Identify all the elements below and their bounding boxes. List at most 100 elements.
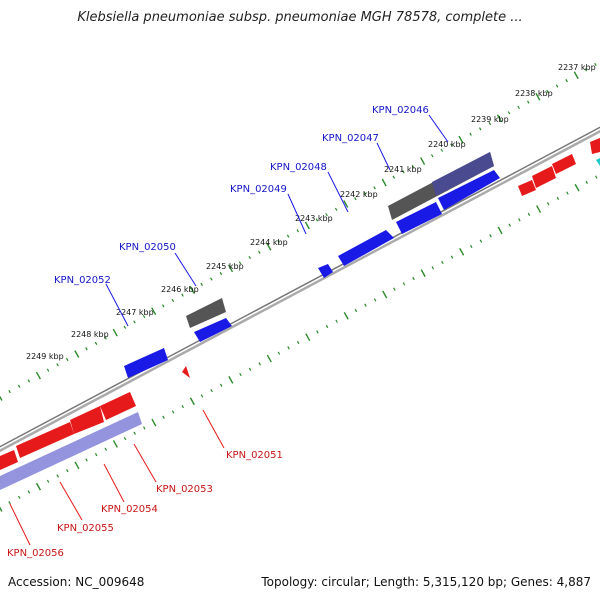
gene-KPN_02046-selected[interactable] xyxy=(432,152,494,196)
tick-mark xyxy=(316,330,319,334)
tick-label: 2249 kbp xyxy=(26,352,64,361)
tick-mark xyxy=(594,62,597,67)
gene-KPN_02052-arrow[interactable] xyxy=(124,348,168,378)
gene-label-KPN_02049[interactable]: KPN_02049 xyxy=(230,184,287,195)
tick-mark xyxy=(277,239,280,244)
backbone-line-inner xyxy=(0,129,600,453)
tick-mark xyxy=(373,298,377,302)
tick-mark xyxy=(393,287,396,291)
gene-reverse-arrow-right[interactable] xyxy=(532,166,556,188)
tick-mark xyxy=(343,311,349,320)
tick-label: 2241 kbp xyxy=(384,165,422,174)
tick-mark xyxy=(46,368,50,372)
tick-mark xyxy=(526,100,530,104)
tick-mark xyxy=(56,474,59,478)
gene-KPN_02049-arrow[interactable] xyxy=(318,264,333,278)
tick-label: 2248 kbp xyxy=(71,330,109,339)
tick-mark xyxy=(535,92,541,101)
gene-KPN_02056-arrow[interactable] xyxy=(0,450,18,470)
gene-label-KPN_02056[interactable]: KPN_02056 xyxy=(7,548,64,559)
tick-mark xyxy=(450,143,453,147)
tick-mark xyxy=(74,350,80,358)
gene-label-KPN_02053[interactable]: KPN_02053 xyxy=(156,484,213,495)
tick-mark xyxy=(74,461,80,470)
gene-KPN_02054-arrow[interactable] xyxy=(70,406,104,434)
tick-mark xyxy=(546,89,549,93)
accession-text: Accession: NC_009648 xyxy=(8,575,145,589)
tick-mark xyxy=(595,175,598,179)
tick-mark xyxy=(392,175,396,179)
gene-reverse-arrow-right[interactable] xyxy=(518,180,536,196)
tick-mark xyxy=(585,180,588,184)
tick-mark xyxy=(584,68,588,72)
tick-mark xyxy=(181,404,184,409)
tick-mark xyxy=(66,469,69,473)
gene-selected-band[interactable] xyxy=(0,412,142,490)
tick-mark xyxy=(151,418,157,427)
gene-reverse-arrow-right[interactable] xyxy=(552,154,576,174)
tick-mark xyxy=(296,340,300,345)
tick-mark xyxy=(373,186,376,190)
tick-mark xyxy=(181,293,184,297)
tick-mark xyxy=(277,351,281,355)
forward-gene-labels: KPN_02046 KPN_02047 KPN_02048 KPN_02049 … xyxy=(54,105,429,286)
tick-mark xyxy=(162,304,165,308)
tick-mark xyxy=(85,458,88,462)
gene-KPN_02046-arrow[interactable] xyxy=(438,170,500,210)
tick-mark xyxy=(517,105,520,110)
tick-mark xyxy=(489,234,492,238)
tick-mark xyxy=(458,135,464,144)
tick-mark xyxy=(470,244,473,249)
gene-hypothetical-gray[interactable] xyxy=(186,298,226,328)
tick-mark xyxy=(94,341,98,345)
gene-label-KPN_02046[interactable]: KPN_02046 xyxy=(372,105,429,116)
tick-mark xyxy=(382,290,388,299)
gene-reverse-edge[interactable] xyxy=(590,138,600,154)
tick-label: 2242 kbp xyxy=(340,190,378,199)
tick-mark xyxy=(171,298,175,303)
gene-label-KPN_02048[interactable]: KPN_02048 xyxy=(270,162,327,173)
tick-mark xyxy=(536,205,542,213)
gene-label-KPN_02055[interactable]: KPN_02055 xyxy=(57,523,114,534)
tick-mark xyxy=(296,229,299,233)
tick-mark xyxy=(420,269,426,277)
tick-mark xyxy=(478,127,482,131)
reverse-label-leaders xyxy=(9,409,225,546)
tick-mark xyxy=(162,415,165,419)
gene-KPN_02048-arrow[interactable] xyxy=(338,230,394,266)
tick-mark xyxy=(402,282,406,286)
tick-label: 2246 kbp xyxy=(161,285,199,294)
tick-mark xyxy=(112,328,118,337)
tick-mark xyxy=(441,260,444,265)
gene-KPN_02053-arrow[interactable] xyxy=(100,392,136,420)
gene-KPN_02051-arrow[interactable] xyxy=(182,366,190,378)
gene-KPN_02055-arrow[interactable] xyxy=(16,422,74,458)
tick-mark xyxy=(507,111,511,115)
tick-mark xyxy=(35,371,41,380)
gene-label-KPN_02050[interactable]: KPN_02050 xyxy=(119,242,176,253)
gene-edge-cyan[interactable] xyxy=(596,158,600,166)
tick-mark xyxy=(112,440,118,448)
tick-mark xyxy=(151,307,157,316)
tick-mark xyxy=(27,490,31,494)
tick-mark xyxy=(210,388,213,393)
gene-label-KPN_02051[interactable]: KPN_02051 xyxy=(226,450,283,461)
gene-label-KPN_02047[interactable]: KPN_02047 xyxy=(322,133,379,144)
tick-mark xyxy=(0,395,3,401)
tick-mark xyxy=(573,71,579,80)
tick-mark xyxy=(304,221,310,230)
tick-mark xyxy=(104,336,107,340)
gene-KPN_02050-arrow[interactable] xyxy=(194,318,232,342)
tick-label: 2243 kbp xyxy=(295,214,333,223)
tick-mark xyxy=(248,255,251,260)
tick-mark xyxy=(219,383,223,387)
gene-label-KPN_02054[interactable]: KPN_02054 xyxy=(101,504,158,515)
gene-KPN_02047-arrow[interactable] xyxy=(396,202,442,234)
tick-label: 2240 kbp xyxy=(428,140,466,149)
tick-label: 2239 kbp xyxy=(471,115,509,124)
tick-mark xyxy=(238,261,242,265)
tick-mark xyxy=(189,285,195,294)
gene-label-KPN_02052[interactable]: KPN_02052 xyxy=(54,275,111,286)
tick-mark xyxy=(266,243,272,251)
